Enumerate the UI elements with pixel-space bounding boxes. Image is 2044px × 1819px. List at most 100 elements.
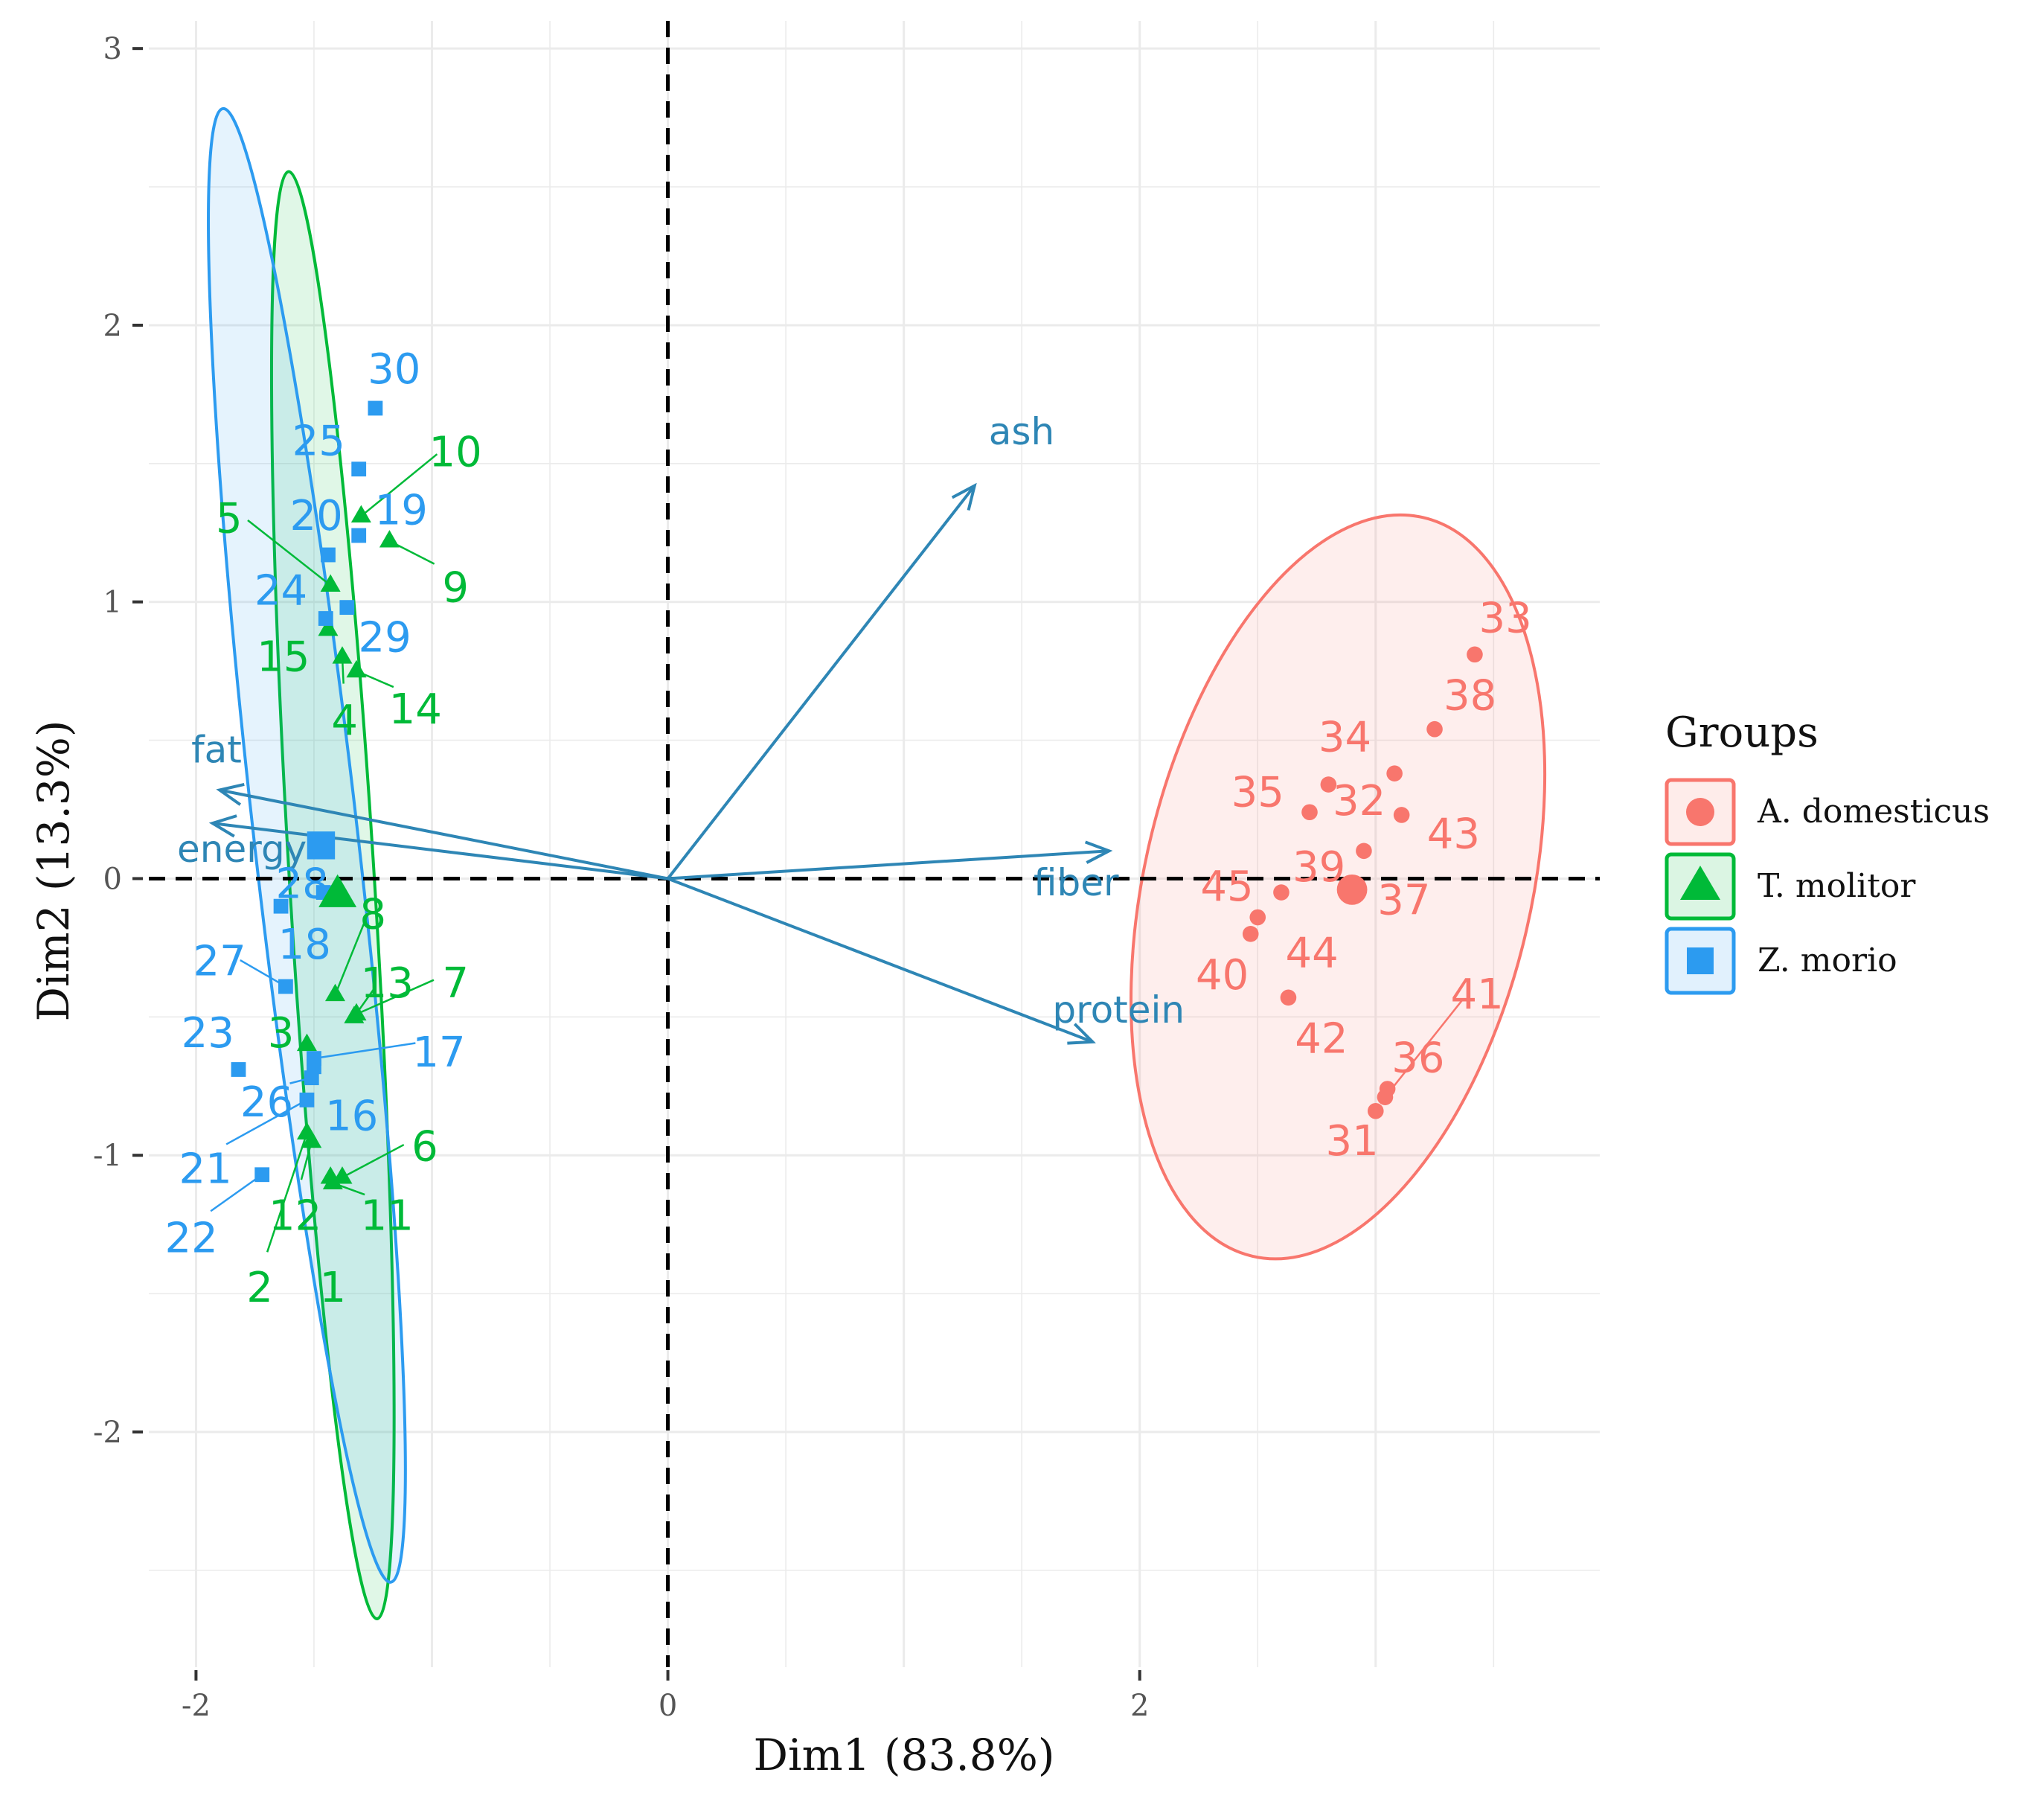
arrowhead-ash <box>951 482 977 511</box>
point-label-13: 13 <box>361 959 414 1008</box>
legend-label-3: Z. morio <box>1758 942 1897 979</box>
point-label-26: 26 <box>240 1078 293 1127</box>
point-label-11: 11 <box>361 1192 414 1241</box>
y-tick-label: 3 <box>103 32 122 66</box>
point-label-32: 32 <box>1333 777 1385 825</box>
y-axis-title: Dim2 (13.3%) <box>28 720 79 1022</box>
leader-5 <box>247 519 331 586</box>
point-label-12: 12 <box>269 1192 321 1241</box>
point-19 <box>351 528 367 543</box>
point-label-41: 41 <box>1450 971 1503 1019</box>
point-label-29: 29 <box>358 614 411 662</box>
centroid-a-domesticus <box>1336 874 1368 905</box>
point-25 <box>351 461 367 477</box>
leader-7 <box>356 979 435 1015</box>
point-label-15: 15 <box>257 633 310 682</box>
point-32 <box>1386 765 1403 781</box>
point-21 <box>299 1092 315 1107</box>
point-label-33: 33 <box>1479 595 1532 643</box>
legend-label-2: T. molitor <box>1758 867 1916 905</box>
point-34 <box>1320 776 1337 793</box>
leader-6 <box>342 1143 405 1179</box>
point-label-19: 19 <box>375 487 428 535</box>
point-38 <box>1426 720 1443 738</box>
variable-label-fat: fat <box>191 728 242 771</box>
arrow-fat <box>219 788 668 880</box>
point-40 <box>1242 926 1259 942</box>
centroid-t-molitor <box>318 874 357 907</box>
point-label-34: 34 <box>1319 713 1371 761</box>
arrowhead-fat <box>216 782 245 806</box>
point-31 <box>1367 1102 1384 1119</box>
legend-symbol-square <box>1687 947 1714 974</box>
legend: Groups A. domesticus T. molitor Z. morio <box>1665 709 1990 995</box>
point-14 <box>346 659 367 678</box>
point-label-18: 18 <box>278 921 331 969</box>
point-18 <box>273 898 289 914</box>
point-label-43: 43 <box>1427 810 1480 858</box>
point-8 <box>324 983 345 1002</box>
point-label-25: 25 <box>292 418 345 466</box>
point-4 <box>332 646 353 664</box>
point-label-10: 10 <box>429 428 482 476</box>
point-label-30: 30 <box>368 345 420 394</box>
point-39 <box>1356 843 1372 860</box>
point-44 <box>1273 884 1289 901</box>
point-11 <box>322 1171 343 1189</box>
point-label-16: 16 <box>325 1093 378 1141</box>
y-tick-label: -1 <box>93 1139 122 1173</box>
leader-10 <box>360 453 438 517</box>
point-label-4: 4 <box>331 697 358 745</box>
variable-label-fiber: fiber <box>1034 861 1119 904</box>
centroid-z-morio <box>307 831 336 860</box>
point-42 <box>1280 989 1297 1006</box>
y-tick-label: -2 <box>93 1416 122 1450</box>
point-label-39: 39 <box>1292 843 1345 892</box>
point-label-37: 37 <box>1377 877 1430 925</box>
point-label-22: 22 <box>164 1214 217 1262</box>
point-label-1: 1 <box>319 1264 346 1312</box>
point-label-44: 44 <box>1286 929 1339 977</box>
point-45 <box>1249 909 1266 926</box>
point-label-8: 8 <box>359 890 386 939</box>
x-tick-label: 0 <box>659 1689 677 1723</box>
point-label-20: 20 <box>289 492 342 540</box>
legend-title: Groups <box>1665 709 1819 757</box>
x-tick-label: -2 <box>182 1689 211 1723</box>
arrowhead-energy <box>208 814 237 838</box>
point-22 <box>254 1167 270 1183</box>
point-24 <box>318 611 333 626</box>
leader-2 <box>266 1133 308 1253</box>
point-label-40: 40 <box>1196 951 1249 1000</box>
point-35 <box>1301 804 1318 821</box>
arrow-ash <box>666 485 976 880</box>
point-label-9: 9 <box>442 564 469 613</box>
point-23 <box>231 1062 246 1077</box>
point-label-21: 21 <box>179 1145 231 1193</box>
arrowhead-protein <box>1067 1023 1096 1045</box>
point-label-14: 14 <box>389 685 442 734</box>
point-label-45: 45 <box>1200 863 1253 911</box>
variable-label-protein: protein <box>1052 988 1185 1032</box>
arrow-fiber <box>667 849 1109 880</box>
point-label-5: 5 <box>216 495 243 543</box>
point-12 <box>301 1130 322 1148</box>
legend-symbol-circle <box>1686 798 1714 826</box>
point-label-42: 42 <box>1295 1015 1348 1064</box>
y-tick-label: 1 <box>103 586 122 620</box>
leader-17 <box>313 1042 416 1060</box>
point-label-36: 36 <box>1391 1035 1444 1083</box>
y-tick-label: 0 <box>103 862 122 896</box>
point-3 <box>296 1033 317 1052</box>
leader-27 <box>240 959 286 988</box>
point-label-6: 6 <box>411 1123 438 1171</box>
point-27 <box>278 979 293 994</box>
point-label-24: 24 <box>254 566 307 615</box>
y-tick-label: 2 <box>103 309 122 343</box>
group-centroids <box>307 831 1368 907</box>
leader-41 <box>1384 999 1464 1098</box>
grid-lines <box>149 21 1600 1667</box>
axis-ticks: -2 0 2 -2 -1 0 12 3 <box>93 32 1149 1723</box>
